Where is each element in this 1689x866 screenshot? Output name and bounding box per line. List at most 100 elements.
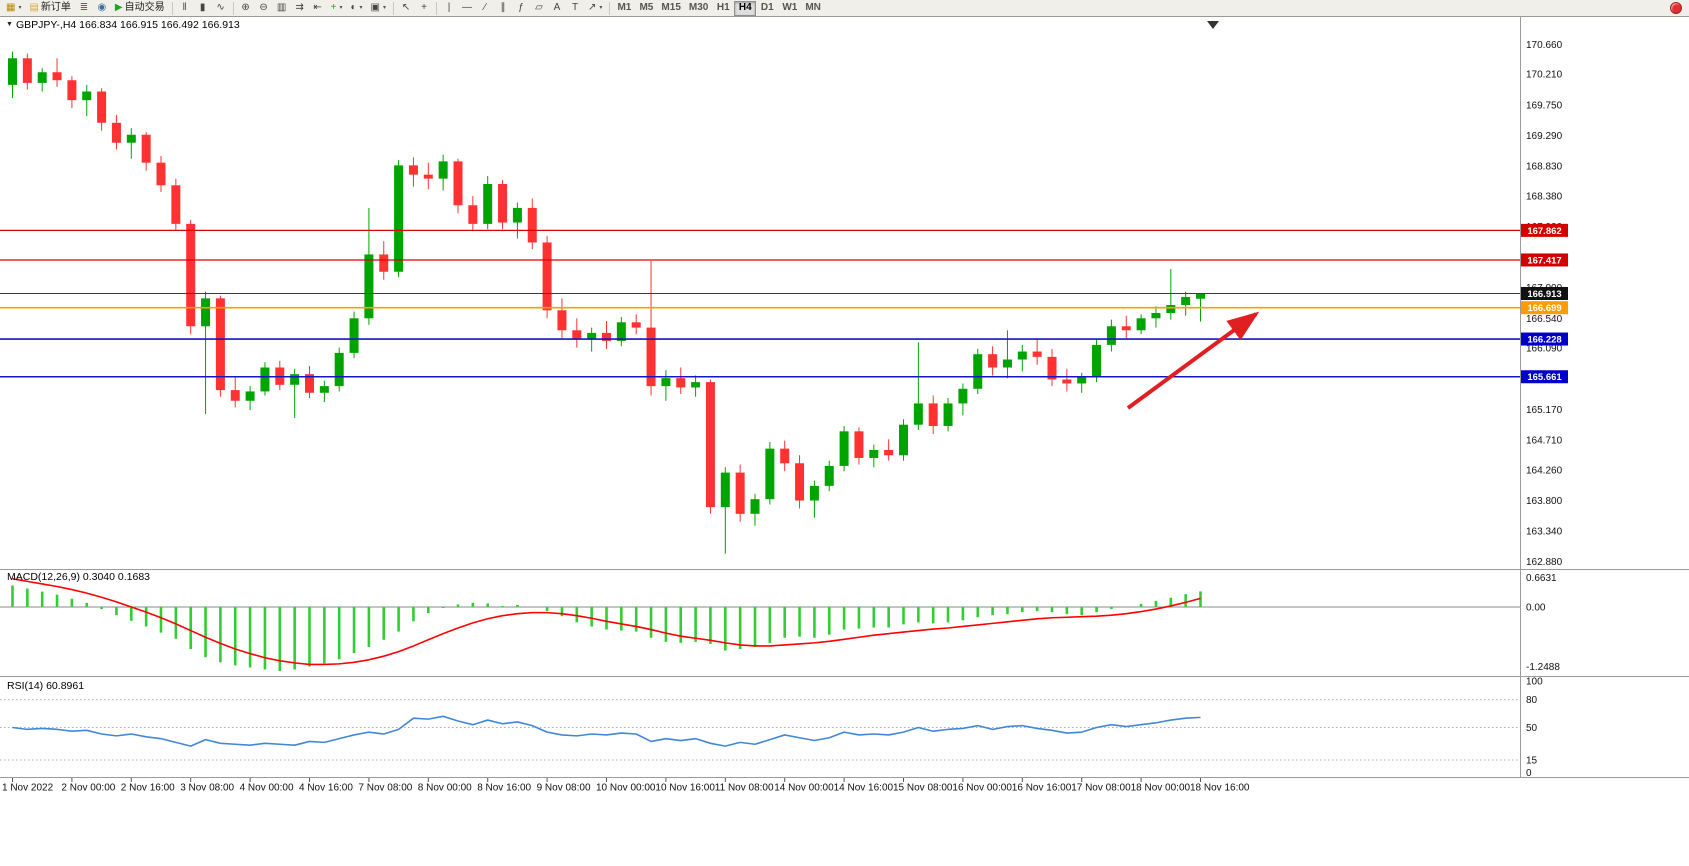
toolbar-separator (436, 1, 438, 15)
svg-text:11 Nov 08:00: 11 Nov 08:00 (715, 783, 774, 794)
timeframe-h4[interactable]: H4 (734, 0, 757, 16)
svg-text:165.661: 165.661 (1527, 372, 1562, 383)
line-chart-icon[interactable]: ∿ (212, 1, 230, 16)
svg-text:168.380: 168.380 (1526, 191, 1563, 202)
crosshair-icon[interactable]: + (415, 1, 433, 16)
svg-text:14 Nov 16:00: 14 Nov 16:00 (834, 783, 894, 794)
price-chart-canvas[interactable]: 170.660 170.210 169.750 169.290 168.830 168.3… (0, 17, 1689, 861)
svg-text:0.00: 0.00 (1526, 602, 1546, 613)
candlestick-chart-icon[interactable]: ▮ (194, 1, 212, 16)
svg-text:163.340: 163.340 (1526, 527, 1563, 538)
indicators-icon[interactable]: + ▾ (327, 1, 347, 16)
chevron-down-icon: ▾ (599, 5, 603, 11)
svg-text:167.862: 167.862 (1527, 226, 1561, 237)
zoom-out-icon: ⊖ (259, 2, 268, 13)
timeframe-m5[interactable]: M5 (635, 1, 657, 16)
svg-text:166.913: 166.913 (1527, 289, 1561, 300)
auto-trading-button: ▶ (114, 2, 123, 13)
toolbar-separator (171, 1, 173, 15)
alerts-icon: ◉ (97, 2, 107, 13)
svg-text:169.290: 169.290 (1526, 131, 1563, 142)
price-axis[interactable]: 170.660 170.210 169.750 169.290 168.830 168.3… (1521, 40, 1568, 568)
equidistant-channel-icon[interactable]: ∥ (494, 1, 512, 16)
market-watch-icon[interactable]: ≣ (75, 1, 93, 16)
text-label-icon[interactable]: T (566, 1, 584, 16)
svg-text:50: 50 (1526, 723, 1538, 734)
tile-windows-icon[interactable]: ▥ (273, 1, 291, 16)
svg-text:163.800: 163.800 (1526, 496, 1563, 507)
equidistant-channel-icon: ∥ (500, 2, 506, 13)
svg-text:4 Nov 16:00: 4 Nov 16:00 (299, 783, 353, 794)
periods-icon[interactable]: ◐ ▾ (346, 1, 366, 16)
auto-scroll-icon[interactable]: ⇉ (291, 1, 309, 16)
candlestick-chart-icon: ▮ (199, 2, 206, 13)
alert-indicator-icon[interactable] (1670, 2, 1682, 14)
svg-text:166.090: 166.090 (1526, 344, 1563, 355)
new-chart-icon: ▦ (6, 2, 16, 13)
shapes-icon[interactable]: ▱ (530, 1, 548, 16)
vertical-line-icon[interactable]: | (440, 1, 458, 16)
timeframe-m15[interactable]: M15 (657, 1, 684, 16)
chevron-down-icon: ▾ (339, 5, 343, 11)
svg-text:166.228: 166.228 (1527, 335, 1561, 346)
fibonacci-icon: ƒ (518, 2, 524, 13)
auto-scroll-icon: ⇉ (295, 2, 304, 13)
trendline-icon[interactable]: ∕ (476, 1, 494, 16)
trend-arrow-annotation[interactable] (1126, 311, 1260, 410)
chart-shift-icon[interactable]: ⇤ (309, 1, 327, 16)
timeframe-mn[interactable]: MN (801, 1, 825, 16)
zoom-out-icon[interactable]: ⊖ (255, 1, 273, 16)
timeframe-w1[interactable]: W1 (778, 1, 801, 16)
templates-icon[interactable]: ▣ ▾ (367, 1, 390, 16)
svg-text:8 Nov 16:00: 8 Nov 16:00 (477, 783, 531, 794)
text-icon[interactable]: A (548, 1, 566, 16)
vertical-line-icon: | (447, 2, 451, 13)
alerts-icon[interactable]: ◉ (93, 1, 111, 16)
svg-text:100: 100 (1526, 677, 1543, 688)
fibonacci-icon[interactable]: ƒ (512, 1, 530, 16)
svg-text:3 Nov 08:00: 3 Nov 08:00 (180, 783, 234, 794)
svg-text:80: 80 (1526, 695, 1538, 706)
svg-text:7 Nov 08:00: 7 Nov 08:00 (358, 783, 412, 794)
svg-text:10 Nov 00:00: 10 Nov 00:00 (596, 783, 656, 794)
svg-text:16 Nov 16:00: 16 Nov 16:00 (1012, 783, 1072, 794)
svg-text:8 Nov 00:00: 8 Nov 00:00 (418, 783, 472, 794)
text-label-icon: T (571, 2, 579, 13)
svg-text:169.750: 169.750 (1526, 100, 1563, 111)
chart-window: 170.660 170.210 169.750 169.290 168.830 168.3… (0, 17, 1689, 861)
zoom-in-icon[interactable]: ⊕ (237, 1, 255, 16)
time-axis[interactable]: 1 Nov 2022 2 Nov 00:00 2 Nov 16:00 3 Nov 08… (2, 778, 1250, 794)
svg-text:164.260: 164.260 (1526, 465, 1563, 476)
bar-chart-icon[interactable]: ‖ (176, 1, 194, 16)
horizontal-line-icon[interactable]: ― (458, 1, 476, 16)
auto-trading-button[interactable]: ▶ 自动交易 (111, 1, 169, 16)
chevron-down-icon: ▾ (18, 5, 22, 11)
trendline-icon: ∕ (484, 2, 486, 13)
timeframe-d1[interactable]: D1 (756, 1, 778, 16)
timeframe-m30[interactable]: M30 (685, 1, 712, 16)
arrows-icon: ↗ (588, 2, 597, 13)
new-chart-icon[interactable]: ▦ ▾ (2, 1, 25, 16)
cursor-icon[interactable]: ↖ (397, 1, 415, 16)
svg-text:1 Nov 2022: 1 Nov 2022 (2, 783, 54, 794)
new-order-button[interactable]: ▤ 新订单 (25, 1, 74, 16)
crosshair-icon: + (421, 2, 427, 13)
svg-text:165.170: 165.170 (1526, 405, 1563, 416)
text-icon: A (553, 2, 561, 13)
line-chart-icon: ∿ (216, 2, 225, 13)
svg-text:166.540: 166.540 (1526, 314, 1563, 325)
bar-chart-icon: ‖ (182, 2, 187, 13)
svg-text:16 Nov 00:00: 16 Nov 00:00 (952, 783, 1012, 794)
timeframe-h1[interactable]: H1 (712, 1, 734, 16)
panel-separators[interactable] (0, 17, 1689, 778)
arrows-icon[interactable]: ↗ ▾ (584, 1, 606, 16)
price-badge (1521, 223, 1568, 237)
price-badge (1521, 253, 1568, 267)
toolbar-separator (232, 1, 234, 15)
chevron-down-icon: ▾ (359, 5, 363, 11)
timeframe-m1[interactable]: M1 (613, 1, 635, 16)
chart-shift-marker[interactable] (1207, 21, 1219, 29)
cursor-icon: ↖ (401, 2, 411, 13)
svg-text:164.710: 164.710 (1526, 435, 1563, 446)
market-watch-icon: ≣ (79, 2, 89, 13)
